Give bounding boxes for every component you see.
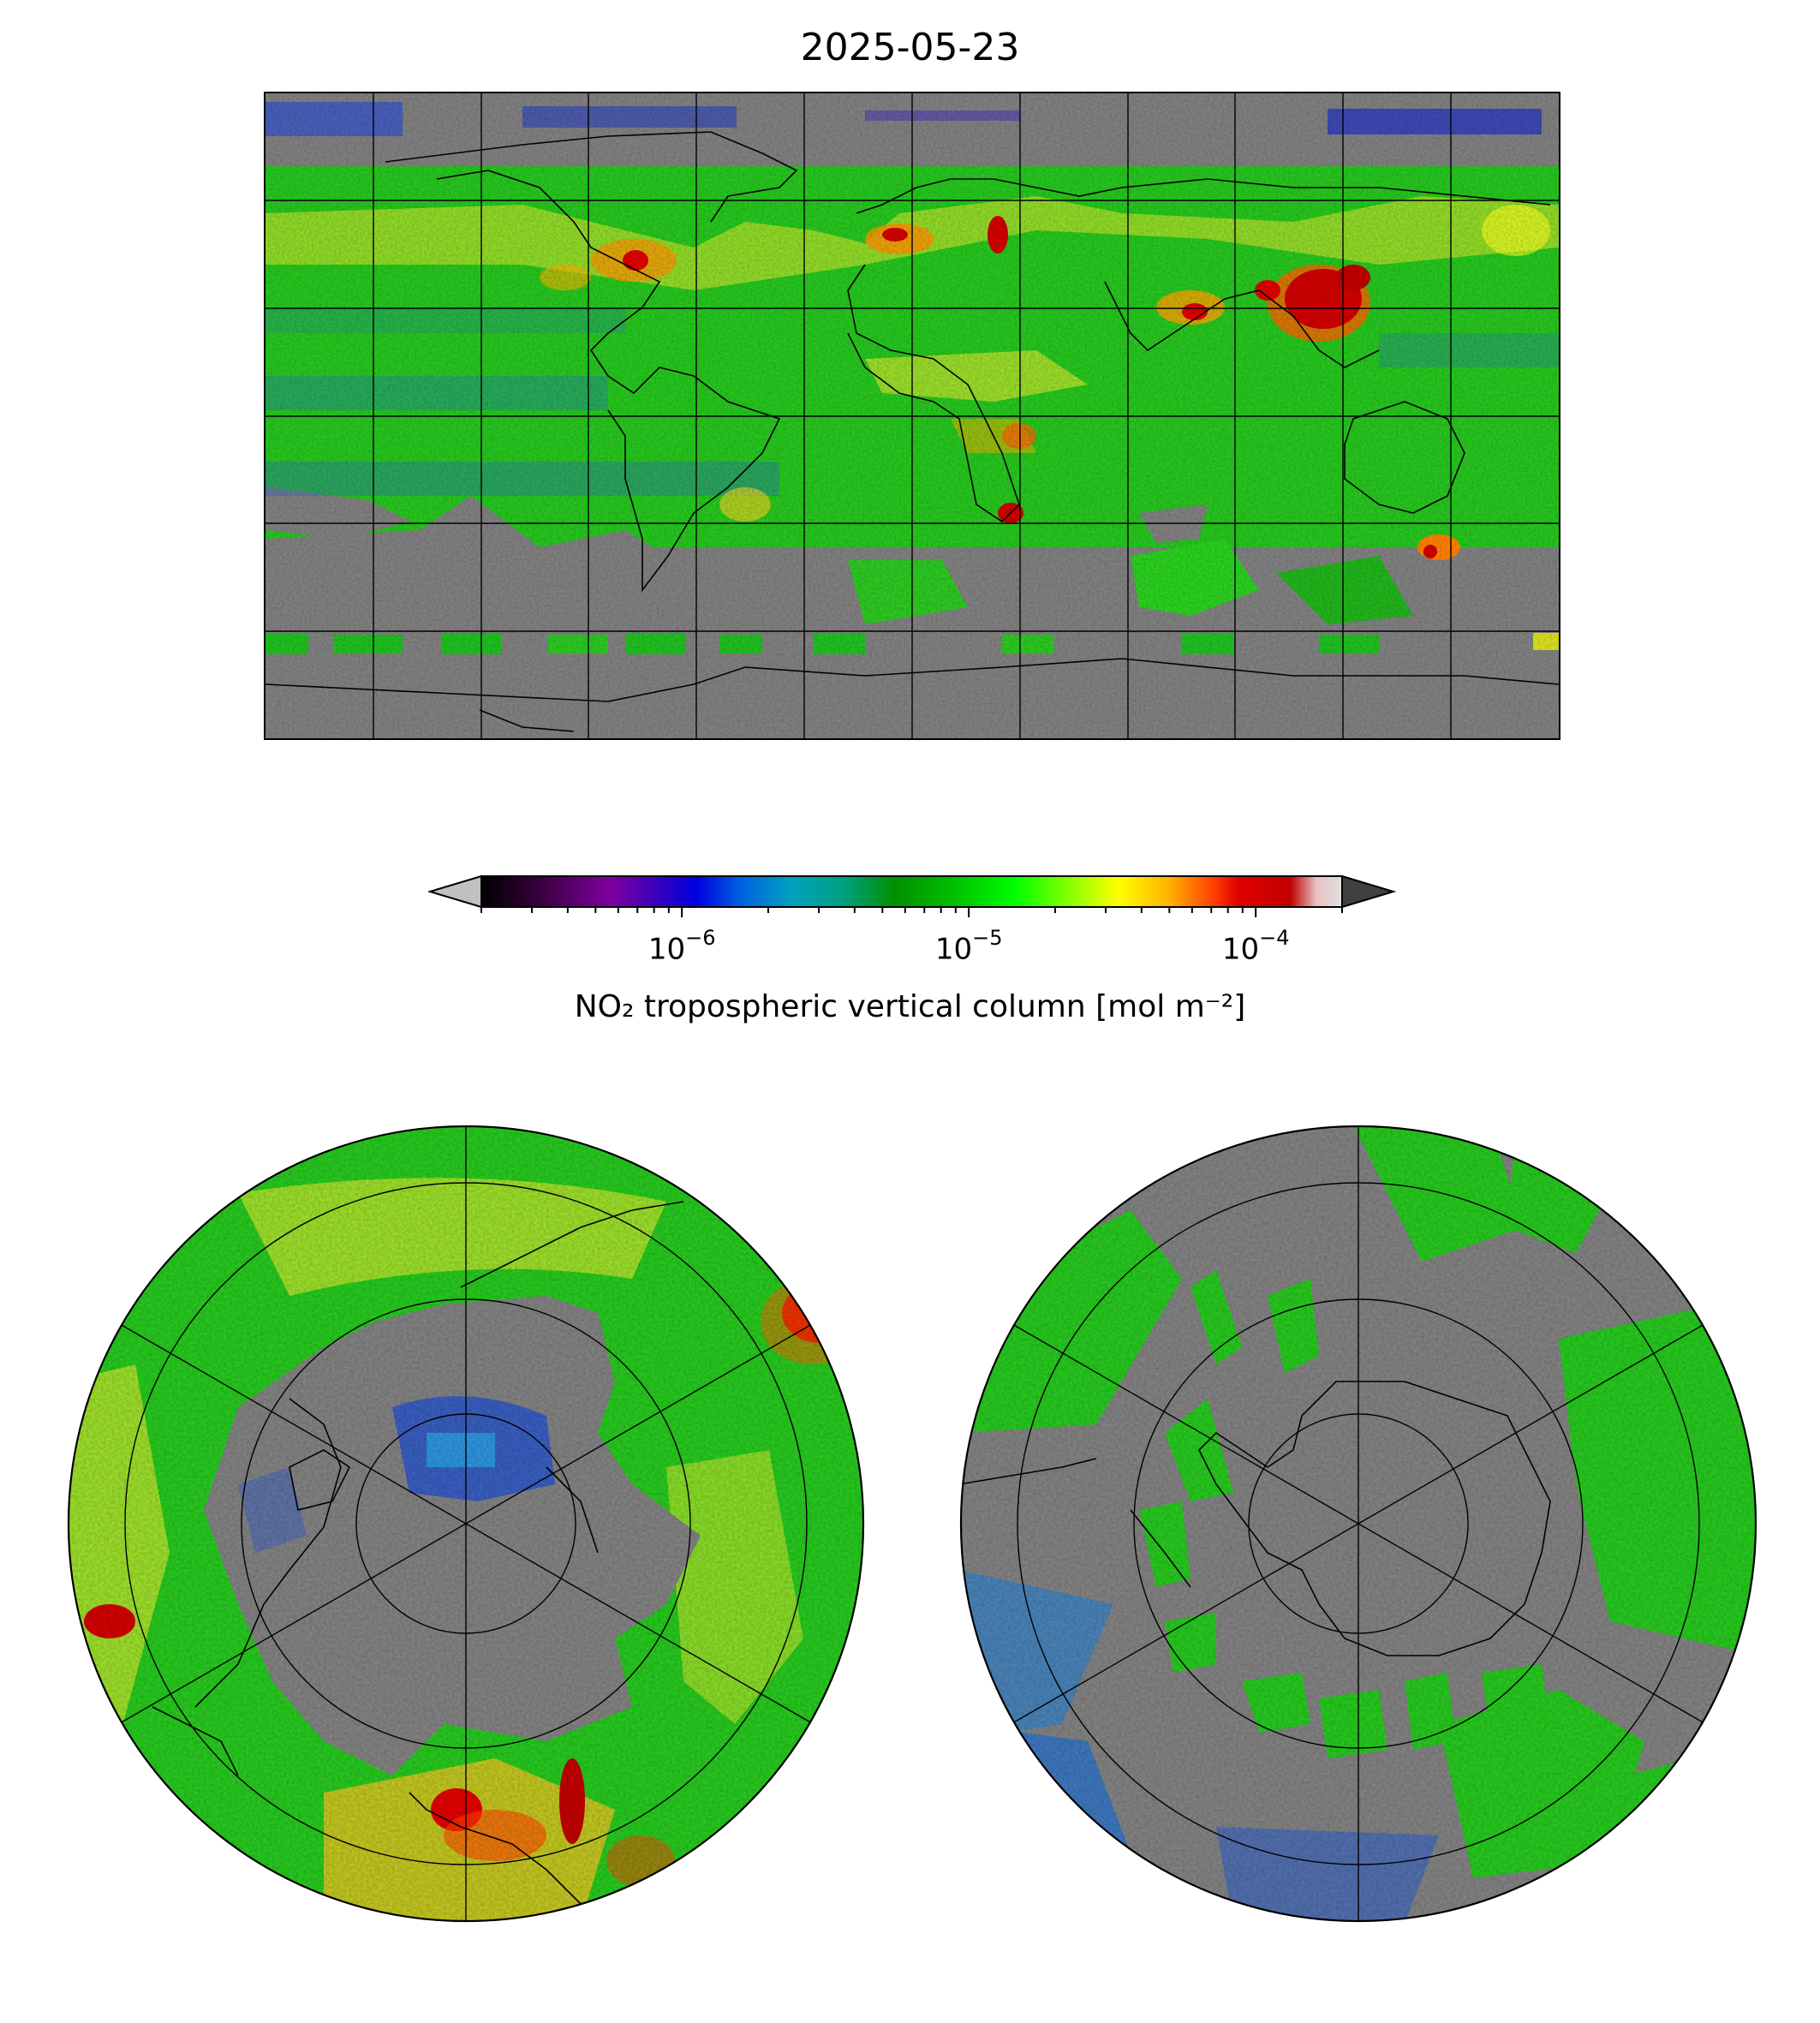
colorbar-graphic (428, 874, 1396, 917)
north-polar-map (67, 1125, 865, 1923)
south-polar-canvas (959, 1125, 1757, 1923)
south-outline (959, 1125, 1757, 1923)
antarctica-coastline (961, 1381, 1551, 1656)
south-polar-map (959, 1125, 1757, 1923)
colorbar-ticks (480, 907, 1343, 917)
global-map-canvas (266, 93, 1559, 738)
colorbar (428, 869, 1396, 921)
coastlines (266, 131, 1559, 732)
global-map (264, 92, 1560, 740)
graticule (266, 93, 1559, 738)
colorbar-gradient (480, 875, 1343, 908)
north-outline (67, 1125, 865, 1923)
figure-title: 2025-05-23 (800, 26, 1020, 69)
colorbar-tick-label: 10−6 (647, 926, 716, 967)
south-graticule (1011, 1126, 1705, 1921)
colorbar-over-extend (1341, 874, 1396, 909)
north-graticule (119, 1126, 813, 1921)
colorbar-under-extend (428, 874, 482, 909)
colorbar-label: NO₂ tropospheric vertical column [mol m⁻… (574, 989, 1246, 1024)
north-polar-canvas (67, 1125, 865, 1923)
colorbar-tick-label: 10−5 (934, 926, 1003, 967)
colorbar-tick-label: 10−4 (1221, 926, 1290, 967)
